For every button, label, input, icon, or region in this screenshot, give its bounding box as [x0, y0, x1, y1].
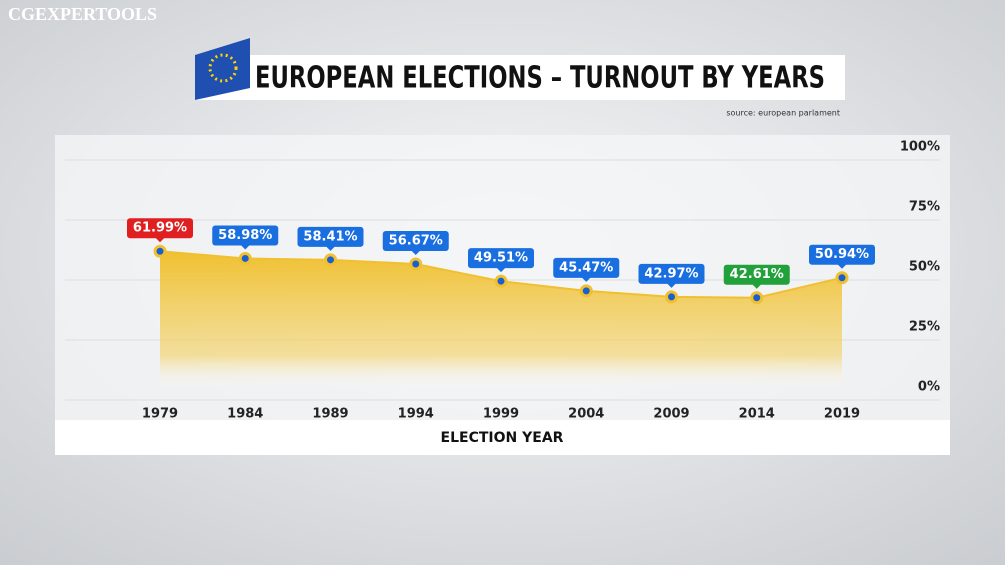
- chart-subtitle: source: european parlament: [726, 109, 840, 118]
- value-label-pointer: [410, 249, 421, 255]
- value-label: 58.41%: [303, 229, 357, 244]
- value-label-box: [638, 263, 705, 284]
- value-label: 61.99%: [133, 221, 187, 236]
- x-axis-band: [55, 420, 950, 455]
- value-label-pointer: [496, 267, 506, 273]
- value-label: 56.67%: [389, 233, 443, 248]
- value-label-box: [212, 225, 279, 246]
- y-tick-label: 0%: [918, 380, 940, 395]
- eu-flag: [195, 38, 250, 100]
- data-point: [835, 271, 849, 285]
- value-label-pointer: [581, 276, 592, 282]
- data-point: [750, 291, 764, 305]
- value-label-pointer: [751, 283, 762, 289]
- data-point: [238, 251, 252, 265]
- chart-title: EUROPEAN ELECTIONS – TURNOUT BY YEARS: [255, 61, 825, 96]
- x-tick-label: 2019: [824, 407, 860, 422]
- value-label-box: [127, 218, 193, 239]
- y-tick-label: 100%: [900, 140, 940, 155]
- data-point: [665, 290, 678, 304]
- data-point: [579, 284, 593, 298]
- value-label: 49.51%: [474, 251, 528, 266]
- watermark: CGEXPERTOOLS: [8, 4, 157, 24]
- y-tick-label: 50%: [909, 260, 940, 275]
- value-label-pointer: [155, 237, 165, 243]
- value-label: 58.98%: [218, 228, 272, 243]
- value-label-box: [809, 244, 875, 265]
- title-bar: [195, 55, 845, 100]
- data-point: [494, 274, 508, 288]
- value-label-box: [468, 248, 534, 269]
- x-tick-label: 2004: [568, 407, 604, 422]
- value-label-pointer: [837, 263, 847, 269]
- x-axis-title: ELECTION YEAR: [441, 430, 564, 446]
- value-label-box: [382, 230, 449, 251]
- area: [160, 251, 842, 390]
- value-label-box: [297, 226, 364, 247]
- x-tick-label: 2014: [739, 407, 775, 422]
- y-tick-label: 75%: [909, 200, 940, 215]
- value-label-pointer: [666, 282, 677, 288]
- x-tick-label: 1989: [312, 407, 348, 422]
- value-label-box: [723, 264, 790, 285]
- y-tick-label: 25%: [909, 320, 940, 335]
- x-tick-label: 1979: [142, 407, 178, 422]
- data-point: [324, 253, 337, 267]
- x-tick-label: 2009: [653, 407, 689, 422]
- value-label: 45.47%: [559, 260, 613, 275]
- data-point: [409, 257, 423, 271]
- x-tick-label: 1984: [227, 407, 263, 422]
- value-label-box: [553, 257, 620, 278]
- value-label-pointer: [240, 244, 251, 250]
- value-label: 42.61%: [730, 267, 784, 282]
- value-label: 50.94%: [815, 247, 869, 262]
- value-label: 42.97%: [644, 266, 698, 281]
- x-tick-label: 1994: [398, 407, 434, 422]
- x-tick-label: 1999: [483, 407, 519, 422]
- data-point: [153, 244, 167, 258]
- value-label-pointer: [325, 245, 336, 251]
